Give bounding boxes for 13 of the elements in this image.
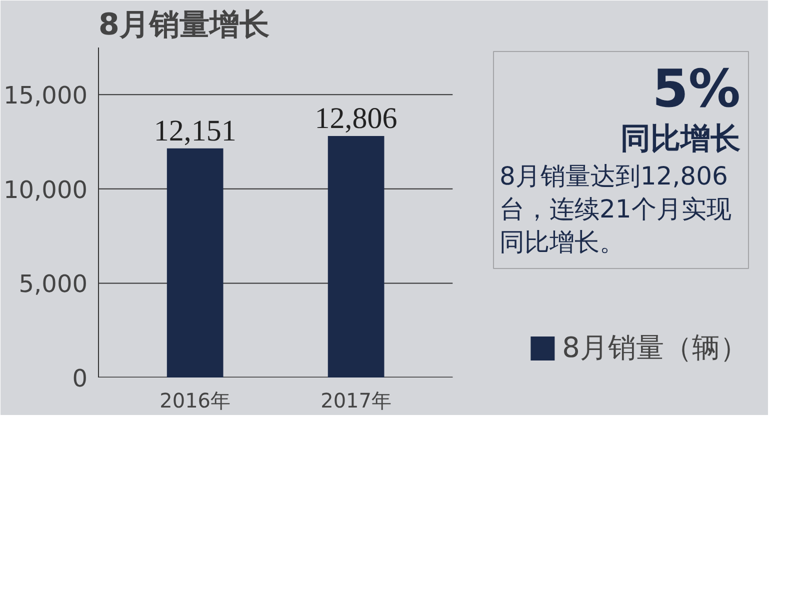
y-tick-label: 5,000	[18, 270, 88, 298]
legend-label: 8月销量（辆）	[562, 330, 748, 366]
text: 12,806	[314, 102, 398, 136]
text: 8月销量达到12,806台，连续21个月实现同比增长。	[500, 162, 732, 256]
chart-title: 8月销量增长	[98, 8, 270, 42]
y-tick-label: 15,000	[4, 82, 88, 110]
y-tick-label: 10,000	[4, 176, 88, 204]
x-tick-label: 2016年	[160, 388, 231, 412]
x-tick-label: 2017年	[320, 388, 392, 412]
text: 12,151	[154, 114, 236, 148]
text: 5%	[652, 60, 741, 120]
text: 同比增长	[620, 122, 740, 156]
y-tick-label: 0	[72, 364, 88, 392]
